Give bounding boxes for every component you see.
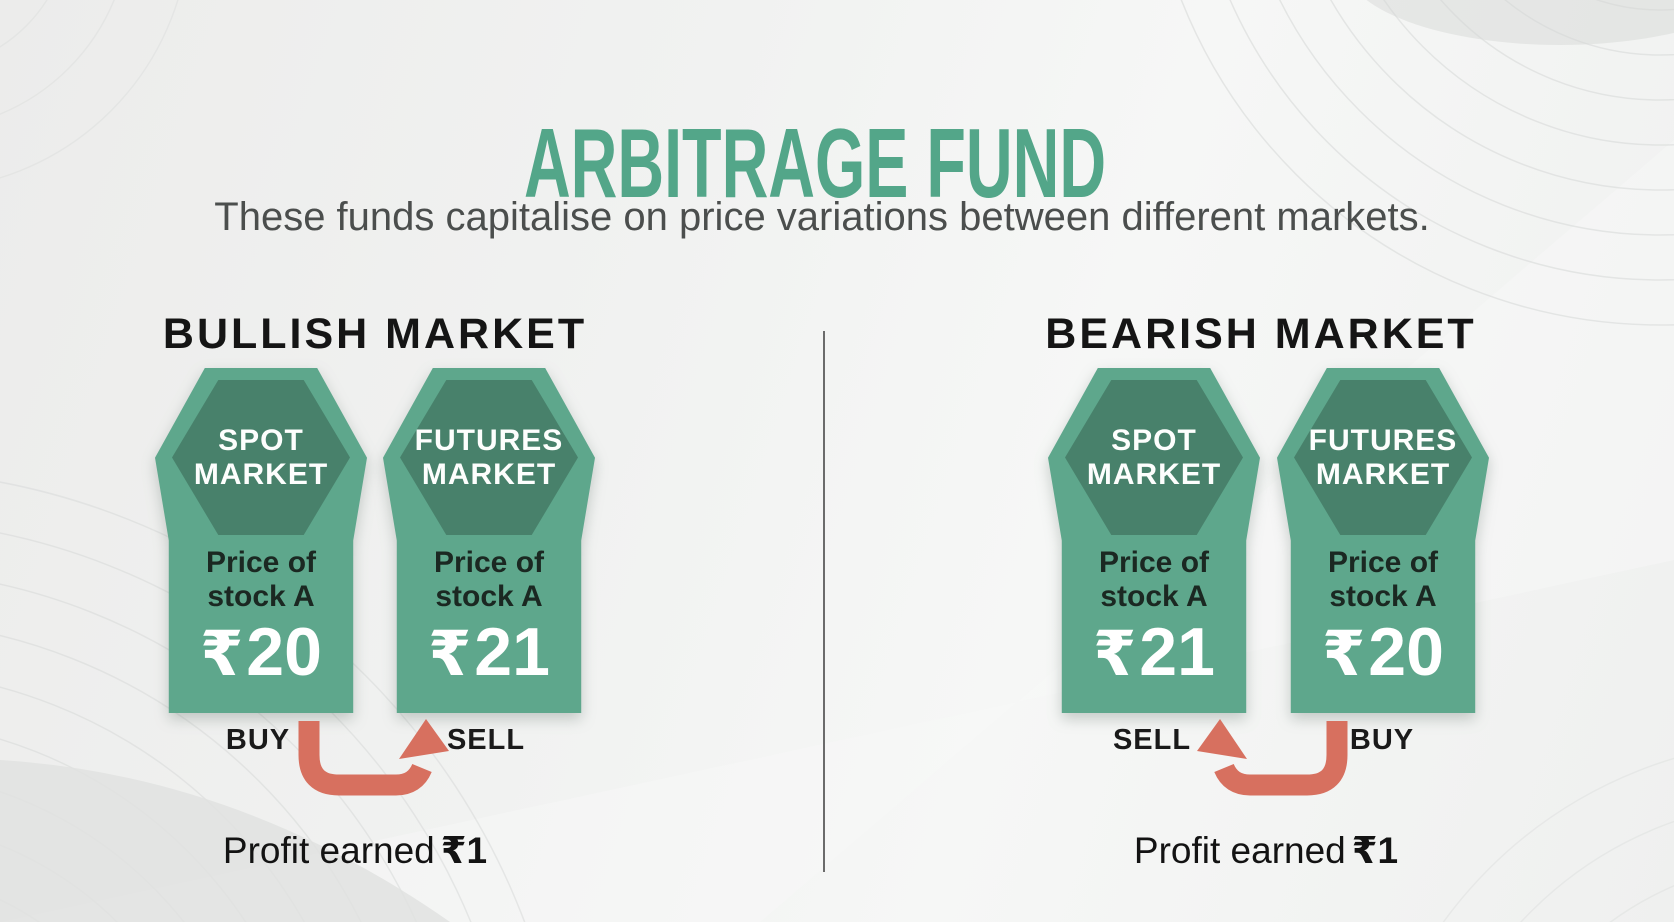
market-name: SPOT MARKET [194,424,328,492]
market-name-line1: SPOT [1111,423,1197,457]
market-name-line2: MARKET [1315,457,1451,491]
price-label-line1: Price of [433,546,545,579]
market-name-line2: MARKET [193,457,329,491]
price-amount: 21 [474,614,550,690]
price-label-line2: stock A [435,580,543,613]
price-label-line1: Price of [205,546,317,579]
price-label: Price of stock A [155,546,367,614]
market-name-line2: MARKET [421,457,557,491]
bullish-futures-market-card: FUTURES MARKET Price of stock A ₹21 [383,368,595,713]
price-value: ₹21 [383,616,595,691]
bearish-futures-market-card: FUTURES MARKET Price of stock A ₹20 [1277,368,1489,713]
market-name-line1: FUTURES [414,423,564,457]
bullish-buy-label: BUY [225,724,291,756]
price-value: ₹21 [1048,616,1260,691]
buy-to-sell-curved-arrow-icon [298,719,449,796]
price-amount: 20 [246,614,322,690]
bearish-profit-text: Profit earned ₹1 [1134,829,1398,872]
profit-value: ₹1 [440,830,488,871]
market-name: FUTURES MARKET [415,424,564,492]
market-name: FUTURES MARKET [1309,424,1458,492]
section-heading-bullish: BULLISH MARKET [162,309,588,358]
price-label-line1: Price of [1327,546,1439,579]
bearish-buy-label: BUY [1349,724,1415,756]
rupee-symbol: ₹ [1322,620,1366,689]
page-title-text: ARBITRAGE FUND [523,107,1107,218]
profit-label: Profit earned [222,830,435,871]
price-amount: 20 [1368,614,1444,690]
price-label-line2: stock A [207,580,315,613]
price-label: Price of stock A [1048,546,1260,614]
price-value: ₹20 [155,616,367,691]
price-label: Price of stock A [383,546,595,614]
bearish-spot-market-card: SPOT MARKET Price of stock A ₹21 [1048,368,1260,713]
section-heading-bearish: BEARISH MARKET [1045,309,1477,358]
market-name-line2: MARKET [1086,457,1222,491]
market-name-line1: SPOT [218,423,304,457]
profit-label: Profit earned [1133,830,1346,871]
price-label-line2: stock A [1100,580,1208,613]
market-name-line1: FUTURES [1308,423,1458,457]
rupee-symbol: ₹ [200,620,244,689]
page-title: ARBITRAGE FUND [374,114,1256,212]
price-label-line1: Price of [1098,546,1210,579]
bullish-profit-text: Profit earned ₹1 [223,829,487,872]
bullish-spot-market-card: SPOT MARKET Price of stock A ₹20 [155,368,367,713]
price-amount: 21 [1139,614,1215,690]
bearish-sell-label: SELL [1112,724,1192,756]
market-name: SPOT MARKET [1087,424,1221,492]
buy-to-sell-curved-arrow-icon [1197,719,1348,796]
rupee-symbol: ₹ [1093,620,1137,689]
price-label-line2: stock A [1329,580,1437,613]
price-label: Price of stock A [1277,546,1489,614]
rupee-symbol: ₹ [428,620,472,689]
subtitle: These funds capitalise on price variatio… [214,195,1430,239]
bullish-sell-label: SELL [446,724,526,756]
profit-value: ₹1 [1351,830,1399,871]
price-value: ₹20 [1277,616,1489,691]
section-divider [823,331,825,872]
